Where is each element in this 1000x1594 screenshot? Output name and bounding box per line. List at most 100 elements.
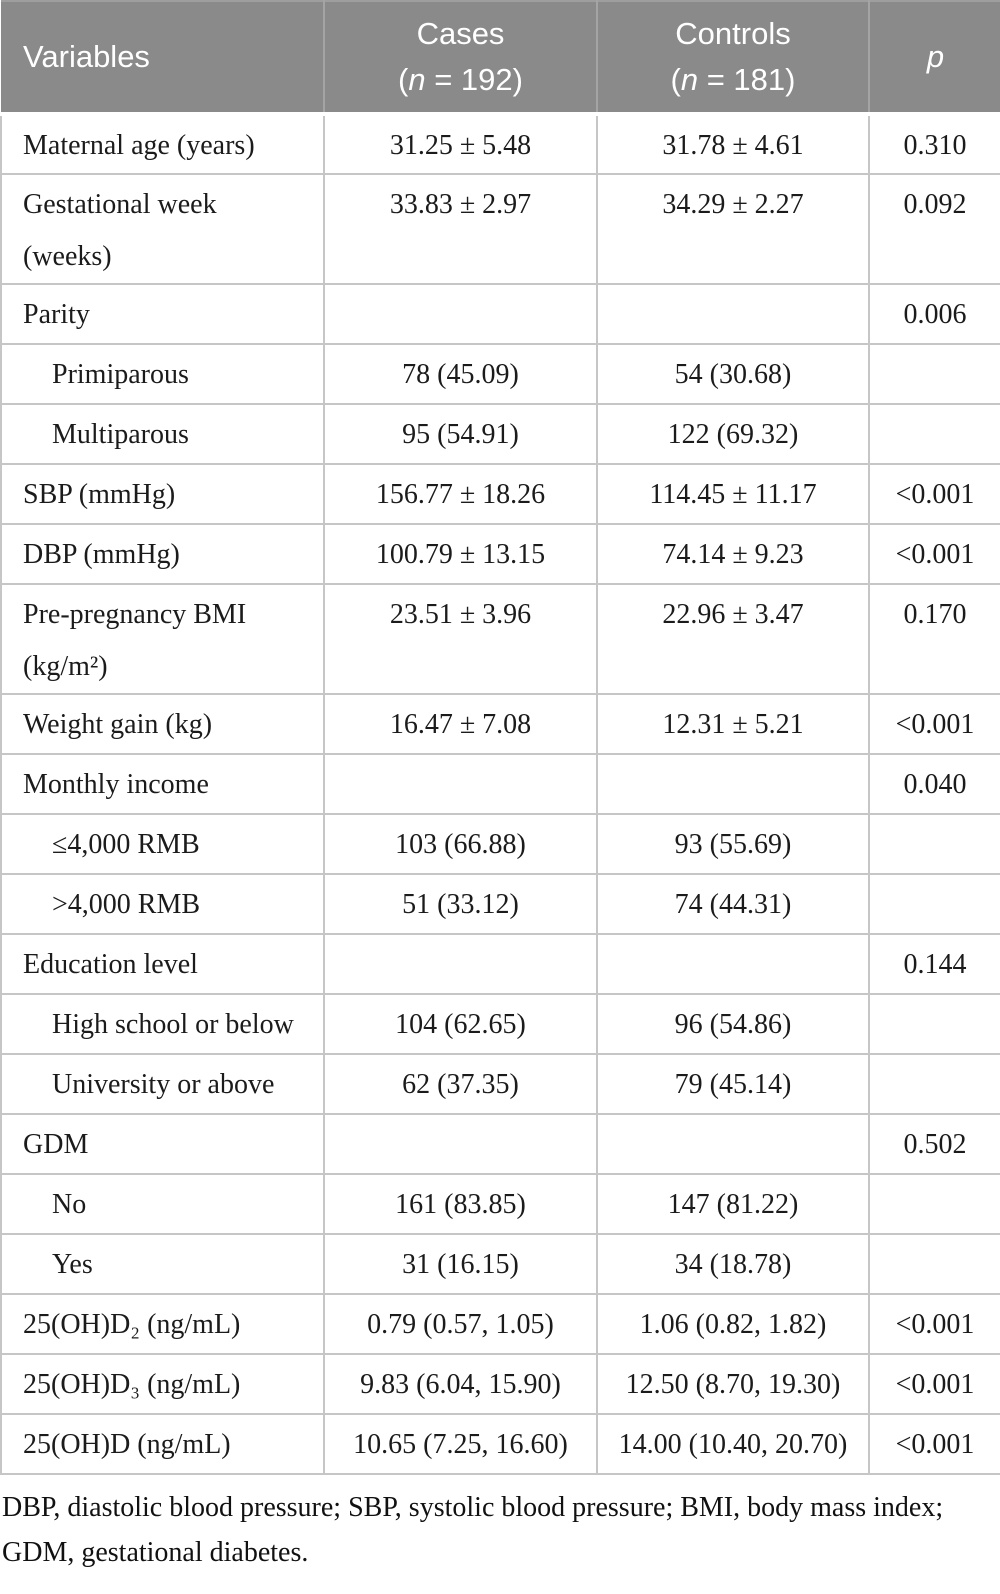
row-cases-cell: 16.47 ± 7.08 [323, 693, 598, 755]
row-p-cell [868, 1233, 1000, 1295]
row-variable-cell: Education level [0, 933, 325, 995]
row-variable-cell: SBP (mmHg) [0, 463, 325, 525]
column-header-controls-count: (n = 181) [599, 57, 867, 103]
row-p-cell: 0.310 [868, 113, 1000, 175]
row-p-cell: <0.001 [868, 1353, 1000, 1415]
variable-label: Maternal age (years) [23, 130, 255, 161]
table-row: 25(OH)D₃ (ng/mL) 9.83 (6.04, 15.90) 12.50 … [0, 1353, 1000, 1415]
variable-label: University or above [52, 1069, 275, 1100]
row-cases-cell [323, 933, 598, 995]
row-cases-cell: 104 (62.65) [323, 993, 598, 1055]
variable-label: No [52, 1189, 87, 1220]
column-header-p-label: p [926, 39, 945, 74]
row-p-cell: 0.092 [868, 173, 1000, 285]
row-cases-cell: 23.51 ± 3.96 [323, 583, 598, 695]
count-n-symbol: n [408, 62, 426, 97]
variable-label: SBP (mmHg) [23, 479, 176, 510]
column-header-variables: Variables [1, 0, 325, 116]
row-cases-cell: 100.79 ± 13.15 [323, 523, 598, 585]
row-cases-cell: 10.65 (7.25, 16.60) [323, 1413, 598, 1475]
row-p-cell: 0.502 [868, 1113, 1000, 1175]
variable-label: Weight gain (kg) [23, 709, 213, 740]
table-row: Monthly income 0.040 [0, 753, 1000, 815]
variable-label: ≤4,000 RMB [52, 829, 200, 860]
row-variable-cell: DBP (mmHg) [0, 523, 325, 585]
column-header-controls: Controls (n = 181) [597, 0, 870, 116]
row-controls-cell: 12.50 (8.70, 19.30) [596, 1353, 870, 1415]
row-p-cell: 0.170 [868, 583, 1000, 695]
variable-label: Yes [52, 1249, 93, 1280]
row-p-cell: <0.001 [868, 463, 1000, 525]
row-controls-cell [596, 283, 870, 345]
row-p-cell [868, 813, 1000, 875]
row-cases-cell: 9.83 (6.04, 15.90) [323, 1353, 598, 1415]
variable-label: Primiparous [52, 359, 189, 390]
row-p-cell: 0.144 [868, 933, 1000, 995]
row-variable-cell: Yes [0, 1233, 325, 1295]
row-cases-cell: 33.83 ± 2.97 [323, 173, 598, 285]
row-controls-cell: 54 (30.68) [596, 343, 870, 405]
row-controls-cell: 22.96 ± 3.47 [596, 583, 870, 695]
variable-label: 25(OH)D (ng/mL) [23, 1429, 231, 1460]
row-variable-cell: Weight gain (kg) [0, 693, 325, 755]
row-variable-cell: >4,000 RMB [0, 873, 325, 935]
variable-label: Gestational week [23, 189, 217, 220]
row-controls-cell [596, 753, 870, 815]
row-controls-cell: 14.00 (10.40, 20.70) [596, 1413, 870, 1475]
row-controls-cell: 122 (69.32) [596, 403, 870, 465]
table-row: Gestational week (weeks) 33.83 ± 2.97 34.29… [0, 173, 1000, 285]
row-variable-cell: Multiparous [0, 403, 325, 465]
row-variable-cell: GDM [0, 1113, 325, 1175]
row-p-cell: 0.006 [868, 283, 1000, 345]
row-p-cell [868, 1173, 1000, 1235]
variable-label: DBP (mmHg) [23, 539, 180, 570]
count-value: = 192) [425, 62, 523, 97]
row-p-cell: <0.001 [868, 1413, 1000, 1475]
table-row: Education level 0.144 [0, 933, 1000, 995]
row-cases-cell: 95 (54.91) [323, 403, 598, 465]
row-variable-cell: High school or below [0, 993, 325, 1055]
row-cases-cell: 103 (66.88) [323, 813, 598, 875]
table-body: Maternal age (years) 31.25 ± 5.48 31.78 ± … [0, 113, 1000, 1475]
row-cases-cell: 31.25 ± 5.48 [323, 113, 598, 175]
row-controls-cell: 31.78 ± 4.61 [596, 113, 870, 175]
row-variable-cell: Gestational week (weeks) [0, 173, 325, 285]
variable-label: 25(OH)D₂ (ng/mL) [23, 1309, 241, 1340]
variable-label: Education level [23, 949, 198, 980]
table-row: 25(OH)D₂ (ng/mL) 0.79 (0.57, 1.05) 1.06 (0… [0, 1293, 1000, 1355]
table-row: High school or below 104 (62.65) 96 (54.86… [0, 993, 1000, 1055]
row-p-cell: 0.040 [868, 753, 1000, 815]
row-controls-cell: 1.06 (0.82, 1.82) [596, 1293, 870, 1355]
table-row: 25(OH)D (ng/mL) 10.65 (7.25, 16.60) 14.00 … [0, 1413, 1000, 1475]
row-cases-cell [323, 753, 598, 815]
row-controls-cell: 12.31 ± 5.21 [596, 693, 870, 755]
row-p-cell [868, 993, 1000, 1055]
row-variable-cell: Monthly income [0, 753, 325, 815]
row-variable-cell: No [0, 1173, 325, 1235]
row-variable-cell: ≤4,000 RMB [0, 813, 325, 875]
row-controls-cell: 34 (18.78) [596, 1233, 870, 1295]
count-value: = 181) [698, 62, 796, 97]
column-header-cases-label: Cases [416, 16, 505, 51]
row-controls-cell: 79 (45.14) [596, 1053, 870, 1115]
variable-label: High school or below [52, 1009, 294, 1040]
row-controls-cell: 74 (44.31) [596, 873, 870, 935]
count-open-paren: ( [670, 62, 681, 97]
row-variable-cell: 25(OH)D (ng/mL) [0, 1413, 325, 1475]
table-row: No 161 (83.85) 147 (81.22) [0, 1173, 1000, 1235]
variable-label: >4,000 RMB [52, 889, 201, 920]
variable-label: Pre-pregnancy BMI [23, 599, 247, 630]
table-row: Maternal age (years) 31.25 ± 5.48 31.78 ± … [0, 113, 1000, 175]
baseline-characteristics-table: Variables Cases (n = 192) Controls (n = … [0, 0, 1000, 1475]
row-controls-cell: 114.45 ± 11.17 [596, 463, 870, 525]
table-row: DBP (mmHg) 100.79 ± 13.15 74.14 ± 9.23 <0.0… [0, 523, 1000, 585]
table-row: ≤4,000 RMB 103 (66.88) 93 (55.69) [0, 813, 1000, 875]
table-row: SBP (mmHg) 156.77 ± 18.26 114.45 ± 11.17 <0… [0, 463, 1000, 525]
column-header-cases-count: (n = 192) [326, 57, 595, 103]
count-open-paren: ( [398, 62, 409, 97]
row-controls-cell [596, 1113, 870, 1175]
table-row: Parity 0.006 [0, 283, 1000, 345]
variable-label: Monthly income [23, 769, 209, 800]
column-header-controls-label: Controls [675, 16, 791, 51]
table-row: GDM 0.502 [0, 1113, 1000, 1175]
